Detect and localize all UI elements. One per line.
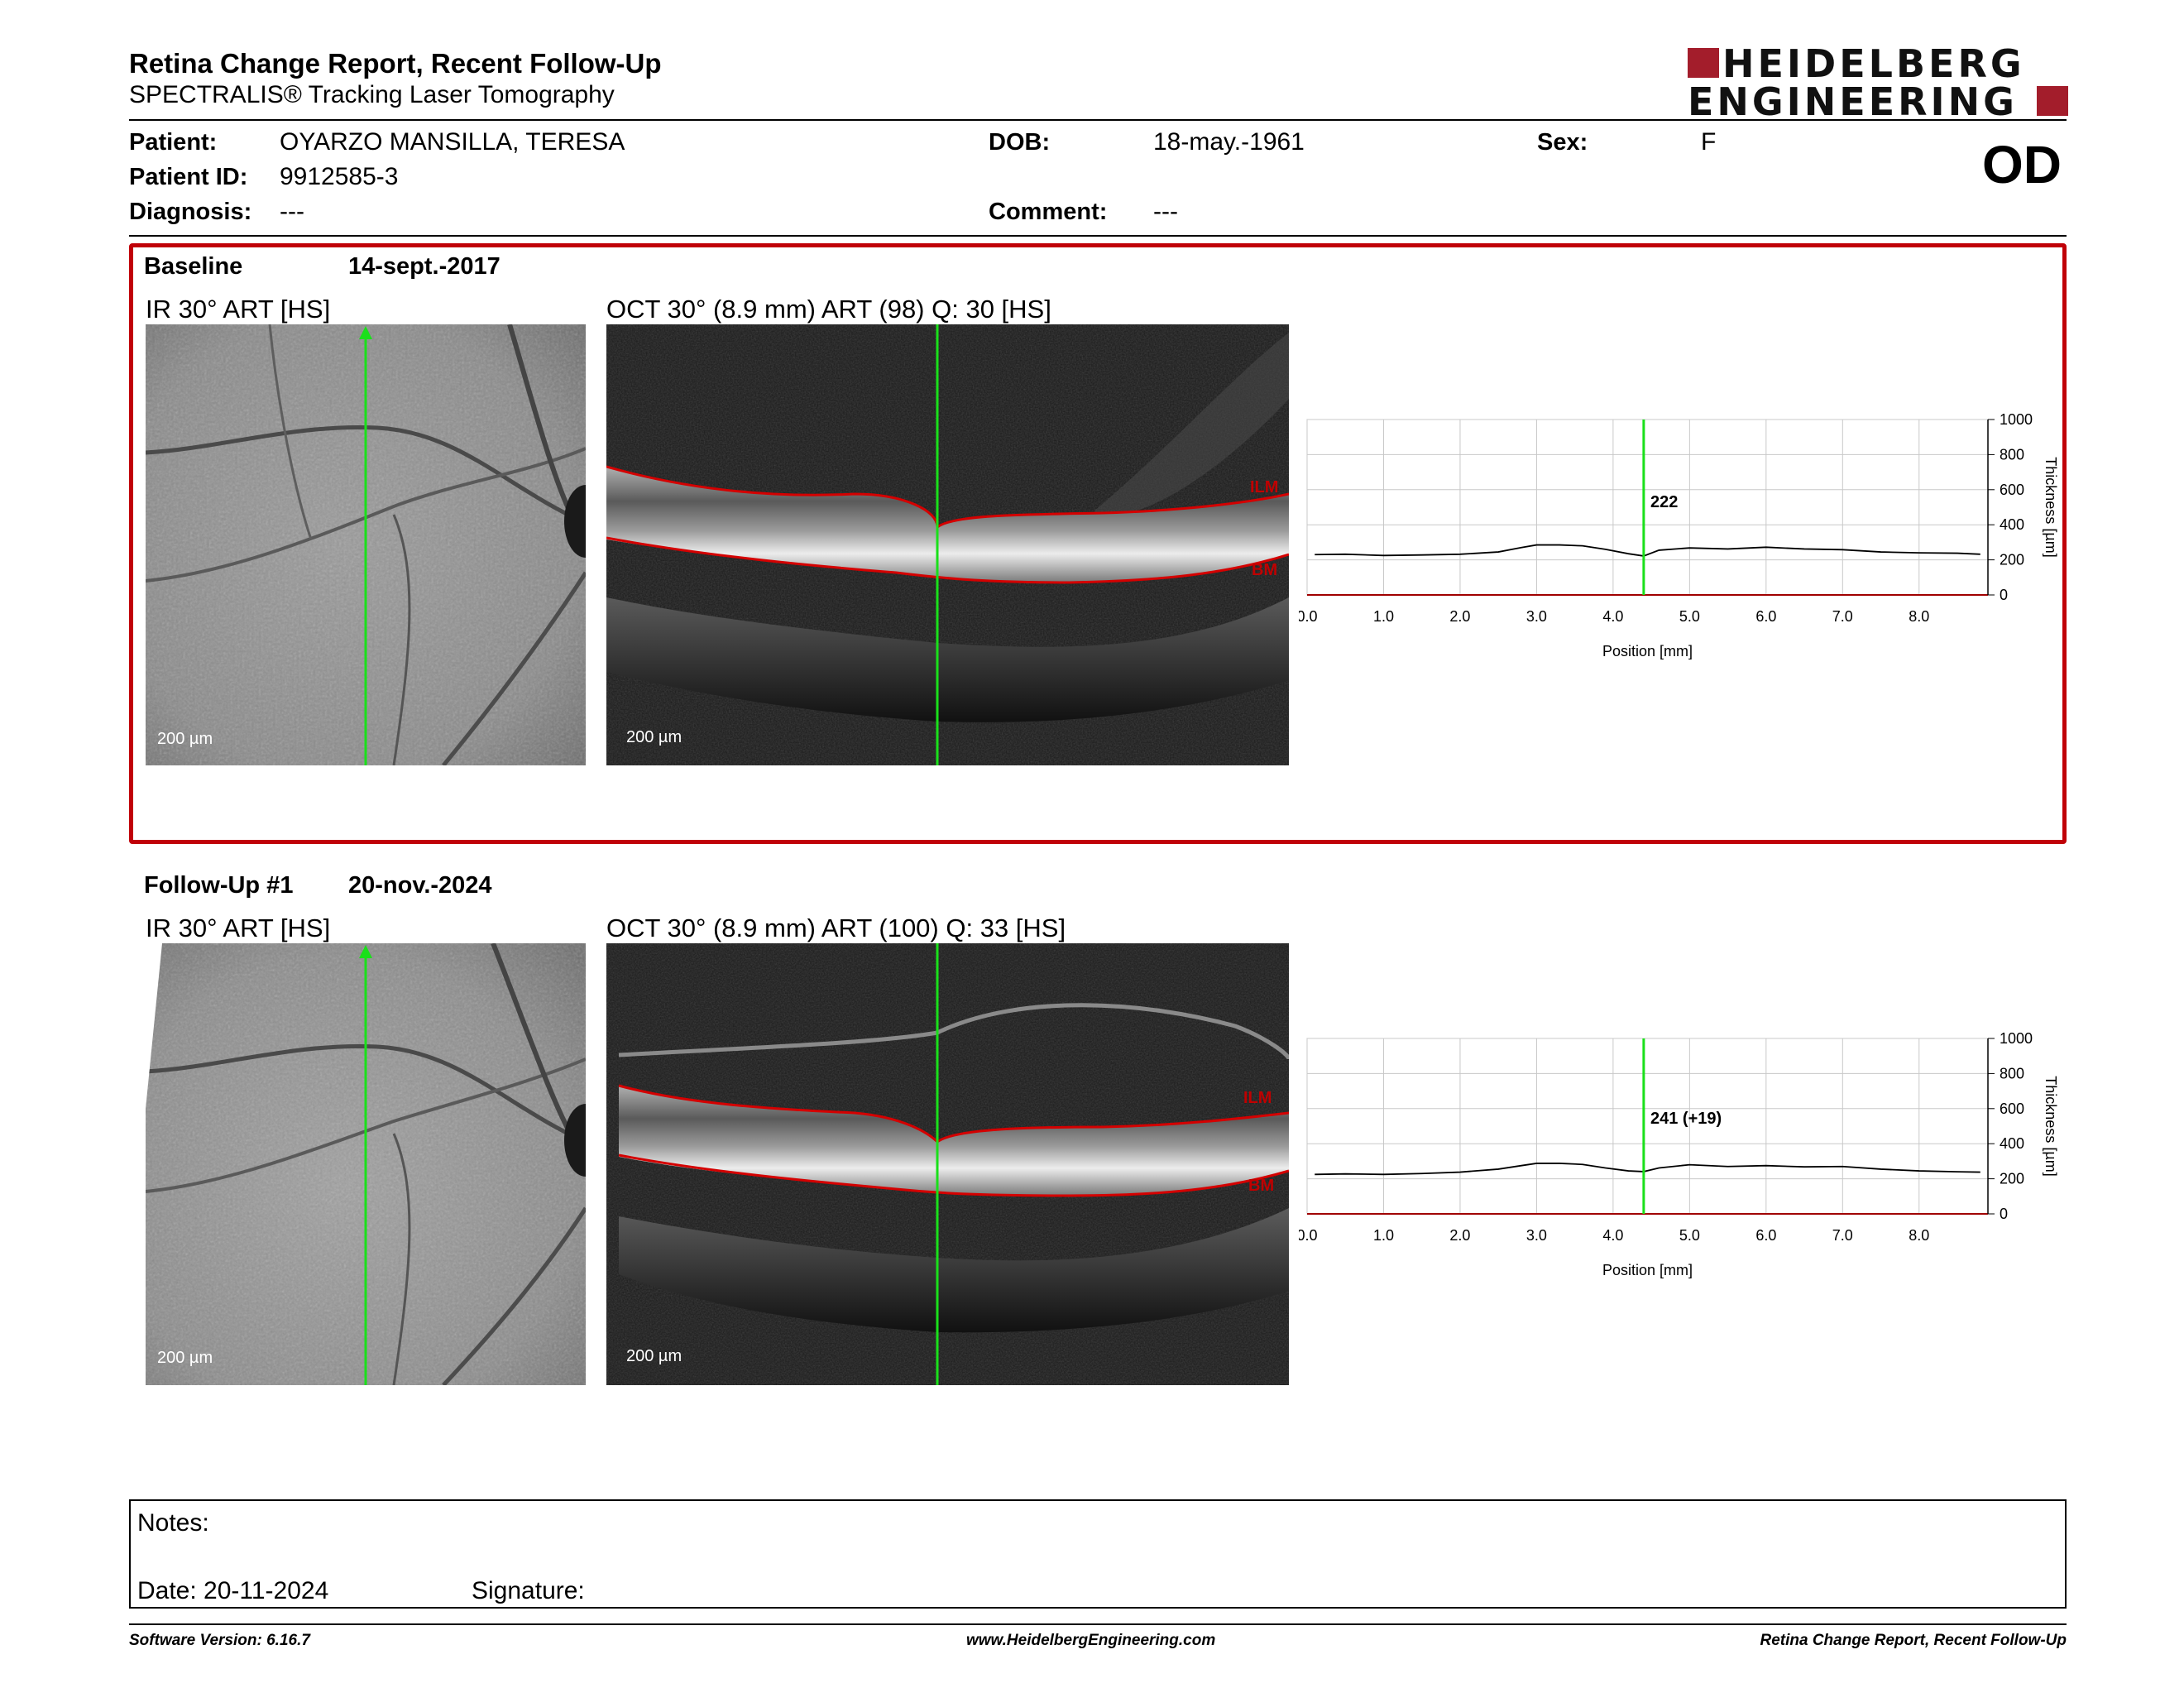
x-tick-label: 3.0 xyxy=(1526,608,1547,625)
dob-label: DOB: xyxy=(989,129,1051,156)
footer-software-version: Software Version: 6.16.7 xyxy=(129,1632,310,1649)
y-tick-label: 1000 xyxy=(2000,411,2033,428)
report-title: Retina Change Report, Recent Follow-Up xyxy=(129,48,662,79)
y-tick-label: 600 xyxy=(2000,482,2024,498)
x-tick-label: 6.0 xyxy=(1755,1227,1776,1244)
sex-value: F xyxy=(1701,128,1717,156)
signature-label: Signature: xyxy=(472,1577,585,1604)
footer-website: www.HeidelbergEngineering.com xyxy=(966,1632,1216,1649)
y-axis-label: Thickness [µm] xyxy=(2043,457,2059,557)
x-tick-label: 7.0 xyxy=(1832,1227,1853,1244)
y-tick-label: 800 xyxy=(2000,1065,2024,1081)
x-tick-label: 5.0 xyxy=(1679,608,1700,625)
x-tick-label: 8.0 xyxy=(1909,1227,1929,1244)
logo-square-bottom xyxy=(2037,86,2068,116)
x-axis-label: Position [mm] xyxy=(1602,643,1693,659)
followup-ir-scale-label: 200 µm xyxy=(157,1349,213,1367)
diagnosis-label: Diagnosis: xyxy=(129,199,252,225)
baseline-thickness-readout: 222 xyxy=(1650,493,1679,511)
followup-thickness-chart: 0 200 400 600 800 1000 0.0 1.0 2.0 3.0 4.0 5.0 6.0 7.… xyxy=(1299,1030,2059,1278)
x-axis-label: Position [mm] xyxy=(1602,1262,1693,1278)
x-tick-label: 1.0 xyxy=(1373,1227,1394,1244)
baseline-oct-scale-label: 200 µm xyxy=(626,728,682,746)
logo-square-top xyxy=(1688,48,1719,78)
x-tick-label: 4.0 xyxy=(1602,608,1623,625)
patient-id: 9912585-3 xyxy=(280,163,399,190)
plot-area xyxy=(1306,1038,1989,1215)
logo-text-top: HEIDELBERG xyxy=(1722,41,2025,86)
y-tick-label: 200 xyxy=(2000,1171,2024,1187)
followup-bm-label: BM xyxy=(1248,1177,1275,1195)
x-tick-label: 0.0 xyxy=(1299,1227,1318,1244)
x-tick-label: 0.0 xyxy=(1299,608,1318,625)
eye-indicator: OD xyxy=(1982,135,2062,194)
notes-label: Notes: xyxy=(137,1509,209,1537)
followup-oct-bscan-image: ILM BM 200 µm xyxy=(606,943,1289,1385)
baseline-bm-label: BM xyxy=(1252,561,1278,579)
x-tick-label: 2.0 xyxy=(1449,608,1470,625)
followup-oct-title: OCT 30° (8.9 mm) ART (100) Q: 33 [HS] xyxy=(606,914,1066,942)
report-subtitle: SPECTRALIS® Tracking Laser Tomography xyxy=(129,81,615,108)
baseline-date: 14-sept.-2017 xyxy=(348,253,500,280)
thickness-profile-line xyxy=(1315,1163,1980,1176)
baseline-ilm-label: ILM xyxy=(1250,478,1279,496)
comment-label: Comment: xyxy=(989,199,1108,225)
followup-ir-title: IR 30° ART [HS] xyxy=(146,914,331,942)
footer-report-name: Retina Change Report, Recent Follow-Up xyxy=(1760,1632,2067,1649)
x-tick-label: 1.0 xyxy=(1373,608,1394,625)
header-divider xyxy=(129,119,2067,121)
y-tick-label: 200 xyxy=(2000,552,2024,568)
patient-divider xyxy=(129,235,2067,237)
followup-ir-fundus-image: 200 µm xyxy=(146,943,586,1385)
baseline-label: Baseline xyxy=(144,253,243,280)
diagnosis-value: --- xyxy=(280,198,304,225)
x-tick-label: 4.0 xyxy=(1602,1227,1623,1244)
plot-area xyxy=(1306,419,1989,596)
y-tick-label: 600 xyxy=(2000,1101,2024,1117)
y-tick-label: 1000 xyxy=(2000,1030,2033,1047)
y-axis-label: Thickness [µm] xyxy=(2043,1076,2059,1176)
comment-value: --- xyxy=(1153,198,1178,225)
x-tick-label: 6.0 xyxy=(1755,608,1776,625)
baseline-ir-title: IR 30° ART [HS] xyxy=(146,295,331,324)
y-tick-label: 0 xyxy=(2000,587,2008,603)
x-tick-label: 2.0 xyxy=(1449,1227,1470,1244)
x-tick-label: 5.0 xyxy=(1679,1227,1700,1244)
followup-oct-scale-label: 200 µm xyxy=(626,1347,682,1365)
baseline-highlight-frame xyxy=(129,243,2067,844)
logo-text-bottom: ENGINEERING xyxy=(1688,79,2018,124)
x-tick-label: 7.0 xyxy=(1832,608,1853,625)
followup-date: 20-nov.-2024 xyxy=(348,872,492,899)
y-tick-label: 800 xyxy=(2000,446,2024,463)
followup-ilm-label: ILM xyxy=(1243,1089,1272,1107)
baseline-oct-title: OCT 30° (8.9 mm) ART (98) Q: 30 [HS] xyxy=(606,295,1051,324)
y-tick-label: 400 xyxy=(2000,516,2024,533)
followup-label: Follow-Up #1 xyxy=(144,872,294,899)
sex-label: Sex: xyxy=(1537,129,1588,156)
patient-name-label: Patient: xyxy=(129,129,218,156)
patient-id-label: Patient ID: xyxy=(129,164,248,190)
y-tick-label: 0 xyxy=(2000,1206,2008,1222)
y-tick-label: 400 xyxy=(2000,1135,2024,1152)
baseline-oct-bscan-image: ILM BM 200 µm xyxy=(606,324,1289,765)
baseline-ir-fundus-image: 200 µm xyxy=(146,324,586,765)
x-tick-label: 3.0 xyxy=(1526,1227,1547,1244)
notes-box: Notes: Date: 20-11-2024 Signature: xyxy=(129,1499,2067,1609)
x-tick-label: 8.0 xyxy=(1909,608,1929,625)
patient-name: OYARZO MANSILLA, TERESA xyxy=(280,128,625,156)
thickness-profile-line xyxy=(1315,544,1980,557)
followup-thickness-readout: 241 (+19) xyxy=(1650,1110,1722,1128)
dob-value: 18-may.-1961 xyxy=(1153,128,1305,156)
baseline-ir-scale-label: 200 µm xyxy=(157,730,213,748)
baseline-thickness-chart: 0 200 400 600 800 1000 0.0 1.0 2.0 3.0 4.0 5.0 6.0 7.… xyxy=(1299,411,2059,659)
notes-date: Date: 20-11-2024 xyxy=(137,1577,329,1604)
footer-divider xyxy=(129,1623,2067,1625)
